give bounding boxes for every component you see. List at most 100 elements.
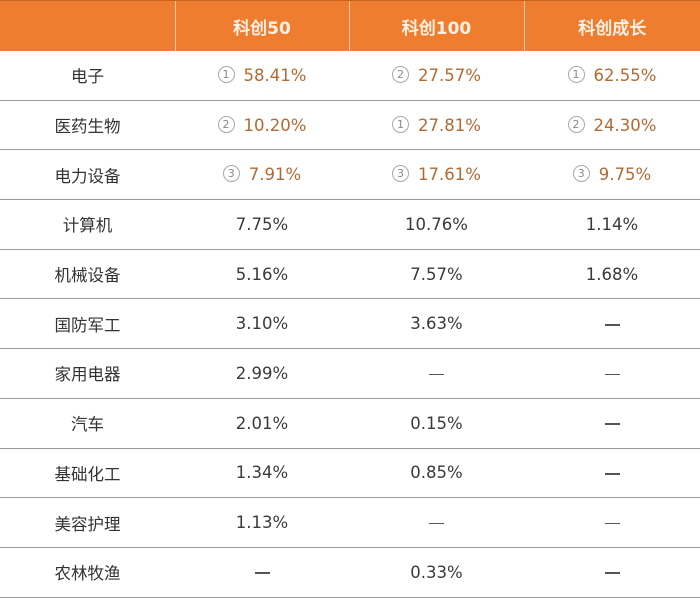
empty-value-dash: [604, 473, 620, 475]
empty-value-dash: [429, 522, 444, 525]
table-row: 电力设备 3 7.91% 3 17.61% 3 9.75%: [0, 149, 700, 201]
weight-cell: [524, 547, 700, 598]
weight-cell: 0.15%: [349, 398, 524, 449]
rank-badge-icon: 3: [222, 165, 240, 183]
weight-cell: 10.76%: [349, 199, 524, 250]
weight-cell: 1 62.55%: [524, 51, 700, 101]
weight-cell: [175, 547, 349, 598]
weight-value: 9.75%: [598, 165, 652, 185]
weight-value: 2.99%: [235, 363, 289, 383]
weight-value: 0.85%: [410, 463, 463, 483]
industry-label: 农林牧渔: [0, 547, 175, 598]
header-kc50: 科创50: [174, 0, 349, 51]
weight-value: 1.34%: [235, 463, 289, 483]
industry-label: 机械设备: [0, 249, 175, 300]
industry-label: 计算机: [0, 199, 175, 250]
weight-value: 0.33%: [410, 562, 463, 582]
weight-cell: 1.34%: [175, 448, 349, 499]
weight-cell: 3.63%: [349, 298, 524, 350]
weight-value: 1.13%: [235, 513, 289, 533]
header-industry: [0, 0, 175, 51]
table-row: 家用电器 2.99%: [0, 348, 700, 399]
industry-label: 电力设备: [0, 149, 175, 201]
weight-value: 10.76%: [405, 214, 468, 234]
industry-label: 国防军工: [0, 298, 175, 350]
weight-cell: 3 9.75%: [524, 149, 700, 201]
empty-value-dash: [604, 522, 620, 525]
weight-cell: 2.01%: [175, 398, 349, 449]
weight-cell: 3 17.61%: [349, 149, 524, 201]
industry-label: 医药生物: [0, 100, 175, 151]
weight-cell: 2 24.30%: [524, 100, 700, 151]
weight-cell: 1.13%: [175, 497, 349, 548]
industry-label: 汽车: [0, 398, 175, 449]
table-row: 基础化工 1.34% 0.85%: [0, 448, 700, 499]
header-kc-growth: 科创成长: [523, 0, 700, 51]
weight-cell: 1 58.41%: [175, 51, 349, 101]
weight-cell: [349, 497, 524, 548]
weight-value: 5.16%: [235, 264, 289, 284]
table-row: 电子 1 58.41% 2 27.57% 1 62.55%: [0, 51, 700, 101]
weight-cell: 3.10%: [175, 298, 349, 350]
empty-value-dash: [604, 324, 620, 326]
weight-cell: 2 27.57%: [349, 51, 524, 101]
industry-label: 美容护理: [0, 497, 175, 548]
table-row: 国防军工 3.10% 3.63%: [0, 298, 700, 350]
weight-cell: [524, 497, 700, 548]
weight-cell: 5.16%: [175, 249, 349, 300]
weight-value: 1.68%: [585, 264, 639, 284]
empty-value-dash: [604, 423, 620, 425]
weight-value: 2.01%: [235, 413, 289, 433]
empty-value-dash: [604, 373, 620, 376]
empty-value-dash: [254, 572, 270, 574]
weight-value: 1.14%: [585, 214, 639, 234]
industry-label: 家用电器: [0, 348, 175, 399]
industry-label: 电子: [0, 51, 175, 101]
empty-value-dash: [429, 373, 444, 376]
weight-value: 3.63%: [410, 314, 463, 334]
weight-value: 27.57%: [418, 65, 481, 85]
table-row: 机械设备 5.16% 7.57% 1.68%: [0, 249, 700, 300]
weight-value: 3.10%: [235, 314, 289, 334]
rank-badge-icon: 1: [567, 65, 585, 83]
weight-value: 7.57%: [410, 264, 463, 284]
weight-cell: 1.68%: [524, 249, 700, 300]
weight-cell: 7.75%: [175, 199, 349, 250]
table-row: 农林牧渔 0.33%: [0, 547, 700, 598]
empty-value-dash: [604, 572, 620, 574]
rank-badge-icon: 1: [217, 65, 235, 83]
weight-cell: 1.14%: [524, 199, 700, 250]
weight-cell: [349, 348, 524, 399]
rank-badge-icon: 2: [217, 115, 235, 133]
weight-cell: 2.99%: [175, 348, 349, 399]
weight-cell: 0.33%: [349, 547, 524, 598]
weight-value: 7.75%: [235, 214, 289, 234]
weight-value: 24.30%: [593, 115, 657, 135]
weight-cell: 2 10.20%: [175, 100, 349, 151]
weight-value: 0.15%: [410, 413, 463, 433]
weight-cell: [524, 298, 700, 350]
weight-value: 7.91%: [248, 165, 302, 185]
weight-value: 17.61%: [418, 165, 481, 185]
table-body: 电子 1 58.41% 2 27.57% 1 62.55% 医药生物 2 10.20% 1 27.81…: [0, 51, 700, 598]
weight-cell: [524, 398, 700, 449]
weight-cell: 0.85%: [349, 448, 524, 499]
table-row: 美容护理 1.13%: [0, 497, 700, 548]
rank-badge-icon: 2: [567, 115, 585, 133]
weight-cell: 3 7.91%: [175, 149, 349, 201]
weight-value: 62.55%: [593, 65, 657, 85]
weight-cell: [524, 448, 700, 499]
rank-badge-icon: 3: [392, 165, 410, 183]
weight-value: 27.81%: [418, 115, 481, 135]
table-row: 计算机 7.75% 10.76% 1.14%: [0, 199, 700, 250]
table-row: 汽车 2.01% 0.15%: [0, 398, 700, 449]
industry-label: 基础化工: [0, 448, 175, 499]
rank-badge-icon: 1: [392, 115, 410, 133]
table-row: 医药生物 2 10.20% 1 27.81% 2 24.30%: [0, 100, 700, 151]
rank-badge-icon: 2: [392, 65, 410, 83]
weight-value: 58.41%: [243, 65, 307, 85]
header-kc100: 科创100: [348, 0, 524, 51]
rank-badge-icon: 3: [572, 165, 590, 183]
table-header-row: 科创50 科创100 科创成长: [0, 0, 700, 51]
